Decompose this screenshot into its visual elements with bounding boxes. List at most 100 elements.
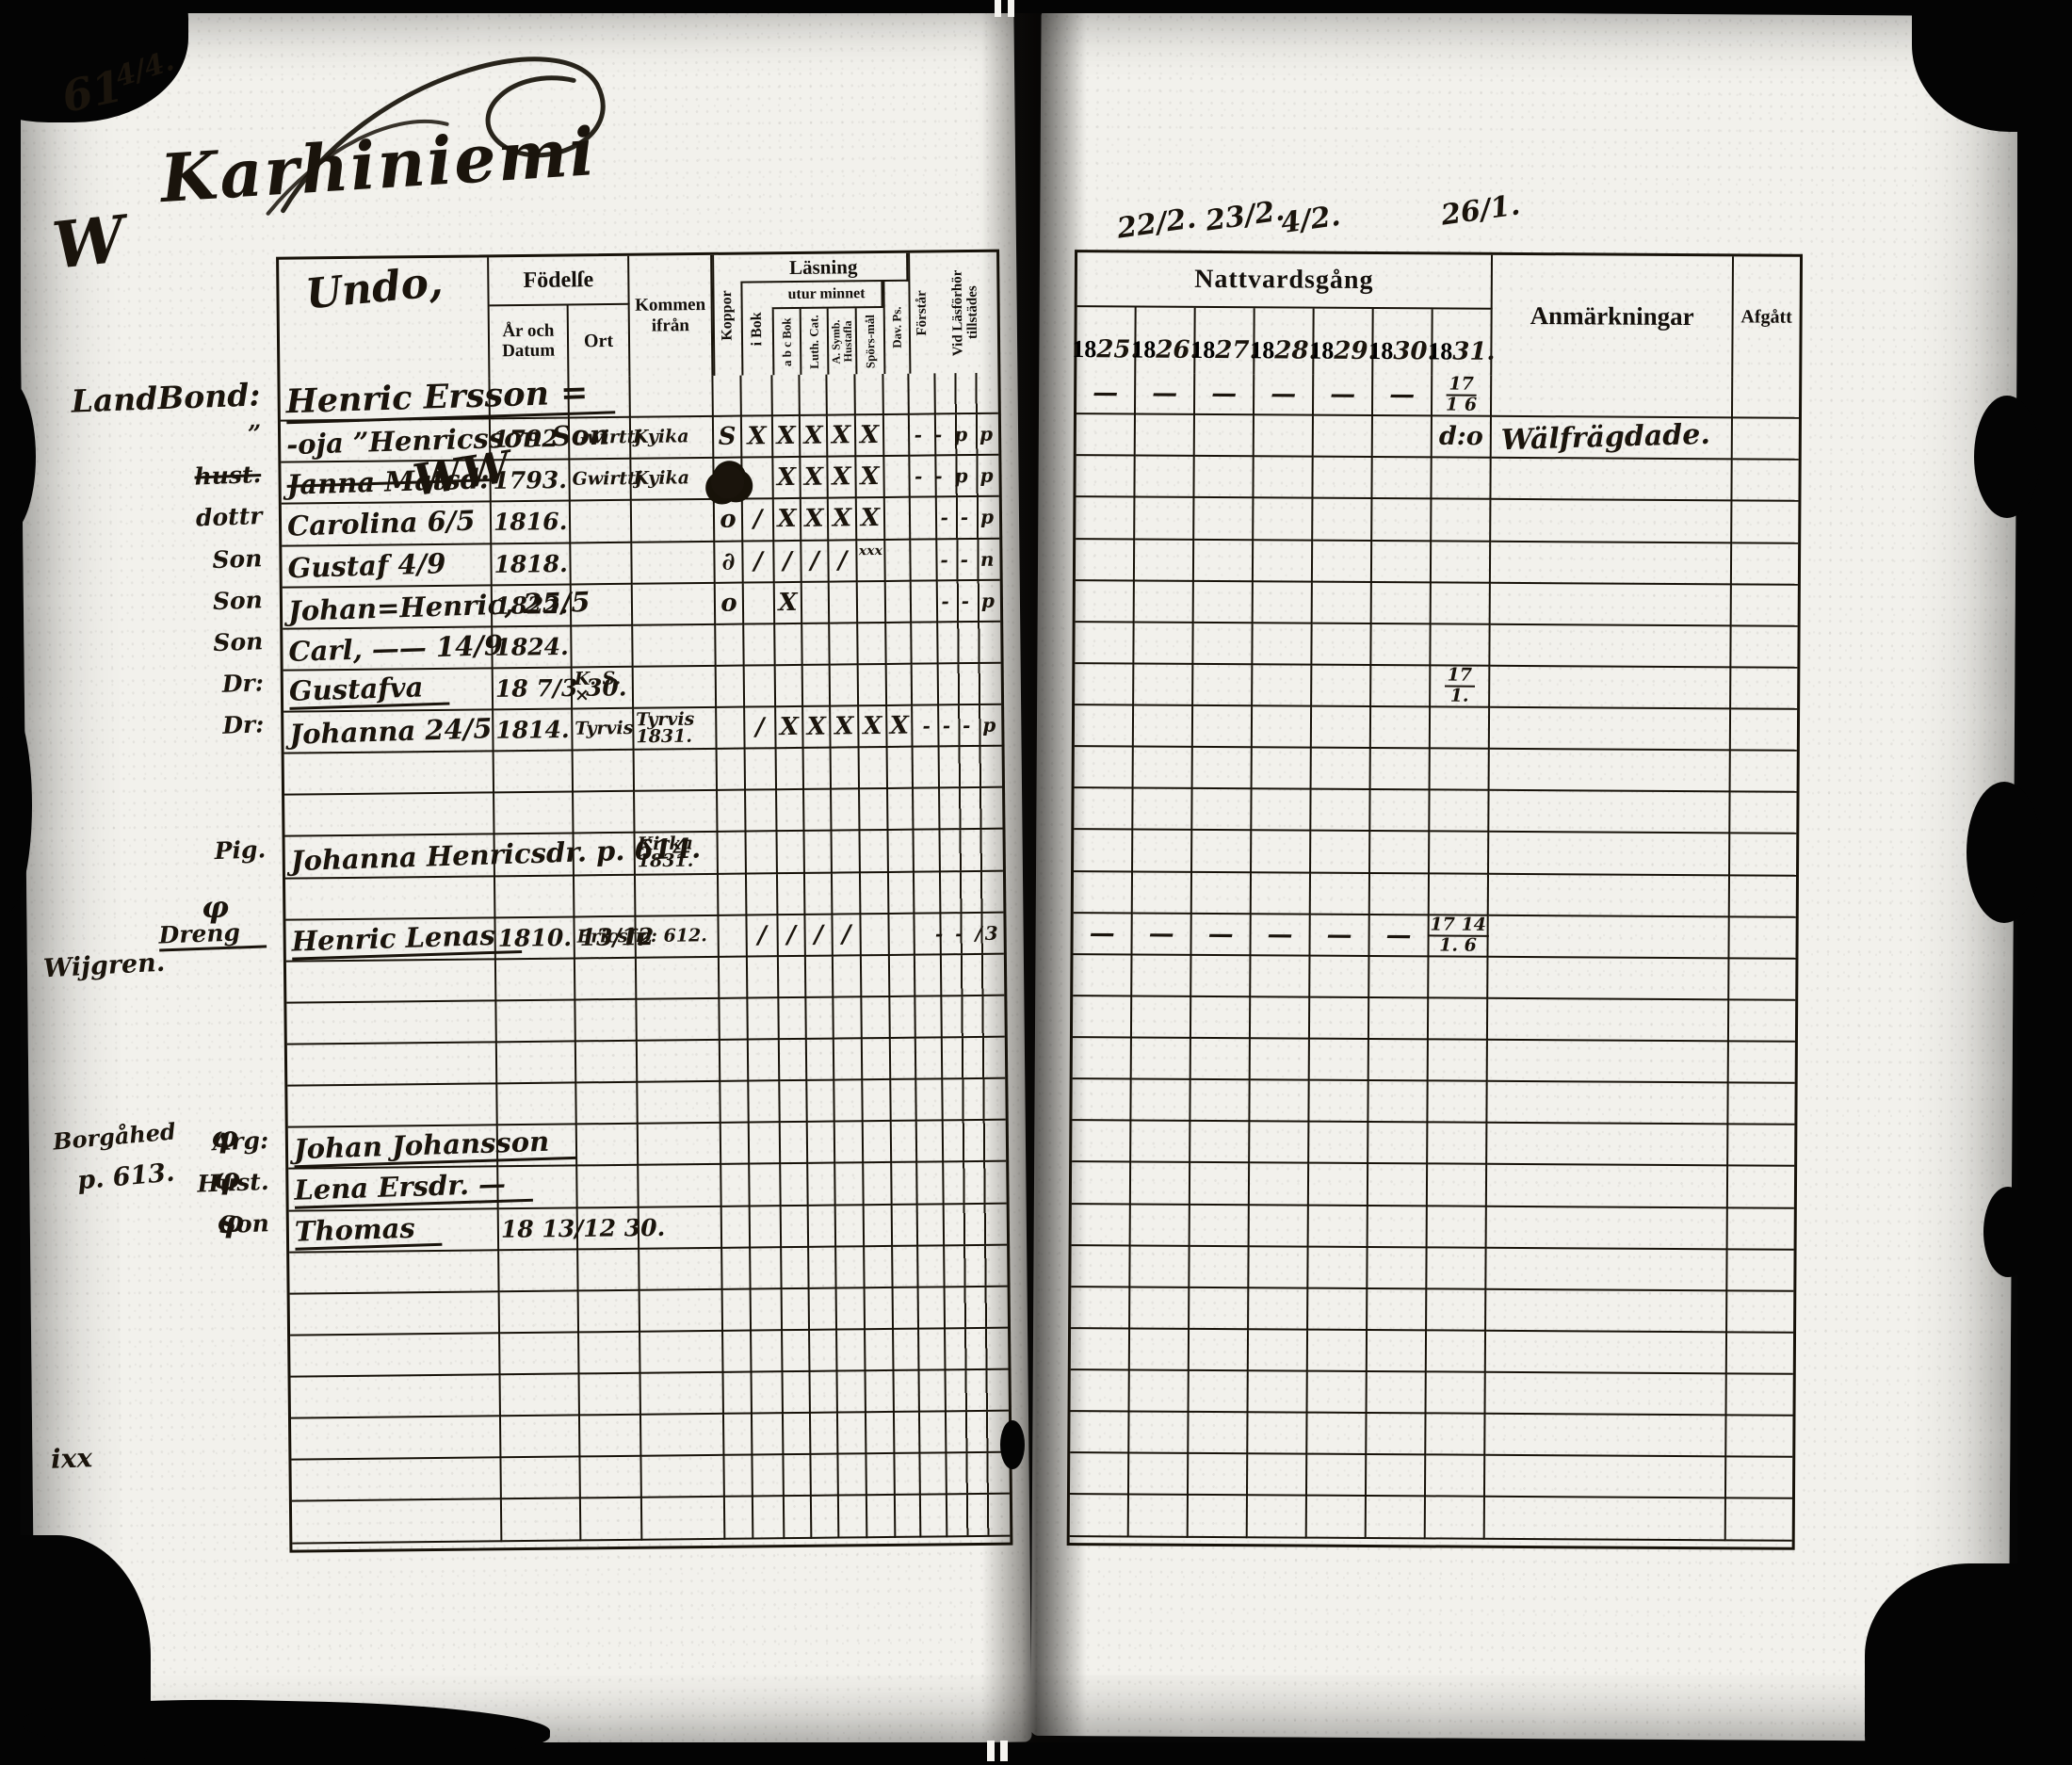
body-cell	[638, 1124, 722, 1167]
body-cell	[577, 1207, 640, 1251]
body-cell	[941, 954, 1005, 997]
body-cell	[1135, 414, 1195, 458]
body-cell	[1489, 707, 1732, 752]
body-cell	[776, 749, 805, 791]
body-cell	[866, 1370, 895, 1414]
body-cell	[837, 1413, 867, 1455]
body-cell: - - n	[937, 539, 1000, 582]
body-cell: X	[856, 498, 886, 541]
body-cell: 1814.	[494, 709, 574, 753]
communion-mark: —	[1089, 918, 1115, 948]
body-cell	[720, 1040, 750, 1082]
entry-birthdate: 1824.	[494, 632, 569, 661]
body-cell	[1307, 1330, 1368, 1372]
body-cell	[1070, 1328, 1131, 1371]
reading-mark: X	[804, 505, 824, 534]
body-cell	[635, 791, 719, 834]
body-cell	[1371, 582, 1432, 625]
body-cell	[1193, 581, 1254, 623]
reading-mark: X	[779, 713, 800, 742]
entry-birthdate: 1818.	[494, 549, 568, 578]
body-cell: ∂	[715, 542, 744, 584]
body-cell	[1368, 1123, 1429, 1165]
communion-mark: —	[1330, 380, 1356, 410]
body-cell	[1491, 375, 1734, 419]
body-cell: /	[743, 541, 775, 584]
body-cell	[1253, 665, 1313, 707]
body-cell	[1129, 1370, 1190, 1413]
body-cell	[630, 375, 714, 418]
reading-mark: /	[753, 505, 763, 534]
body-cell	[865, 1246, 894, 1288]
body-cell	[496, 1042, 577, 1085]
body-cell	[1190, 1246, 1250, 1288]
reading-mark: xxx	[858, 543, 882, 559]
body-cell: X	[827, 415, 857, 458]
body-cell	[1488, 915, 1730, 960]
body-cell	[632, 583, 717, 626]
body-cell	[717, 707, 746, 750]
reading-mark: /	[810, 546, 819, 575]
row-margin-label: dottr	[195, 502, 263, 532]
body-cell	[1075, 663, 1135, 706]
fraction-top: 17 14	[1427, 914, 1489, 937]
body-cell	[1130, 1287, 1190, 1330]
communion-mark: —	[1267, 919, 1293, 949]
body-cell	[1133, 705, 1194, 748]
body-cell	[580, 1456, 642, 1499]
body-cell	[1729, 959, 1796, 1001]
body-cell	[1190, 1163, 1251, 1206]
body-cell: X	[831, 706, 860, 749]
body-cell	[775, 665, 804, 708]
body-cell	[947, 1495, 1011, 1537]
body-cell	[1728, 1083, 1795, 1126]
left-page: Karhiniemi Undo, Födelſe År och Datum Or…	[17, 4, 1032, 1753]
body-cell	[1072, 1121, 1132, 1163]
body-cell: /	[747, 915, 779, 958]
reading-mark: X	[860, 504, 881, 533]
body-cell: Kyika	[630, 416, 715, 461]
body-cell	[914, 788, 941, 832]
body-cell	[1426, 1414, 1486, 1457]
body-cell	[499, 1250, 579, 1293]
body-cell	[1427, 1248, 1487, 1290]
body-cell	[784, 1497, 813, 1539]
village-heading: Undo,	[303, 257, 445, 319]
body-cell	[635, 874, 720, 917]
body-cell	[1368, 1039, 1429, 1082]
body-cell	[746, 873, 779, 916]
body-cell: /	[774, 541, 802, 583]
body-cell	[1487, 1040, 1729, 1084]
body-cell	[1190, 1287, 1250, 1331]
body-cell	[919, 1412, 947, 1454]
body-cell	[1071, 1245, 1131, 1288]
body-cell	[888, 831, 915, 873]
body-cell	[779, 997, 807, 1041]
body-cell	[919, 1329, 947, 1371]
body-cell	[832, 789, 861, 832]
body-cell	[748, 998, 780, 1041]
body-cell	[861, 914, 890, 957]
body-cell	[1135, 497, 1195, 541]
body-cell	[1072, 1079, 1132, 1122]
body-cell	[574, 875, 637, 918]
body-cell	[1369, 873, 1431, 916]
body-cell	[576, 1082, 639, 1125]
body-cell	[918, 1287, 947, 1330]
body-cell: X	[773, 499, 802, 542]
body-cell	[801, 582, 831, 624]
body-cell	[915, 955, 943, 997]
header-forstar: Förstår	[908, 252, 936, 374]
body-cell: 17 14 1. 6	[1427, 914, 1489, 958]
body-cell	[1485, 1372, 1727, 1417]
body-cell	[636, 957, 720, 1000]
fraction-bottom: 1 6	[1445, 394, 1478, 415]
body-cell	[893, 1246, 919, 1288]
body-cell	[1251, 872, 1312, 915]
body-cell	[1731, 668, 1798, 710]
body-cell	[1069, 1453, 1130, 1496]
reading-mark: /	[786, 920, 797, 949]
name-column-header: Undo,	[279, 257, 491, 381]
header-afgatt: Afgått	[1740, 305, 1792, 328]
